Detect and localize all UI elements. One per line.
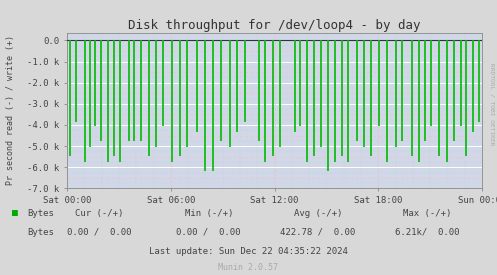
Text: 0.00 /  0.00: 0.00 / 0.00 bbox=[176, 228, 241, 237]
Text: 6.21k/  0.00: 6.21k/ 0.00 bbox=[395, 228, 460, 237]
Text: Bytes: Bytes bbox=[27, 228, 54, 237]
Text: Pr second read (-) / write (+): Pr second read (-) / write (+) bbox=[6, 35, 15, 185]
Title: Disk throughput for /dev/loop4 - by day: Disk throughput for /dev/loop4 - by day bbox=[128, 19, 421, 32]
Text: 422.78 /  0.00: 422.78 / 0.00 bbox=[280, 228, 356, 237]
Text: Cur (-/+): Cur (-/+) bbox=[75, 209, 124, 218]
Text: Bytes: Bytes bbox=[27, 209, 54, 218]
Text: Max (-/+): Max (-/+) bbox=[403, 209, 452, 218]
Text: Last update: Sun Dec 22 04:35:22 2024: Last update: Sun Dec 22 04:35:22 2024 bbox=[149, 247, 348, 256]
Text: ■: ■ bbox=[12, 208, 18, 218]
Text: 0.00 /  0.00: 0.00 / 0.00 bbox=[67, 228, 132, 237]
Text: RRDTOOL / TOBI OETIKER: RRDTOOL / TOBI OETIKER bbox=[490, 63, 495, 146]
Text: Avg (-/+): Avg (-/+) bbox=[294, 209, 342, 218]
Text: Min (-/+): Min (-/+) bbox=[184, 209, 233, 218]
Text: Munin 2.0.57: Munin 2.0.57 bbox=[219, 263, 278, 272]
